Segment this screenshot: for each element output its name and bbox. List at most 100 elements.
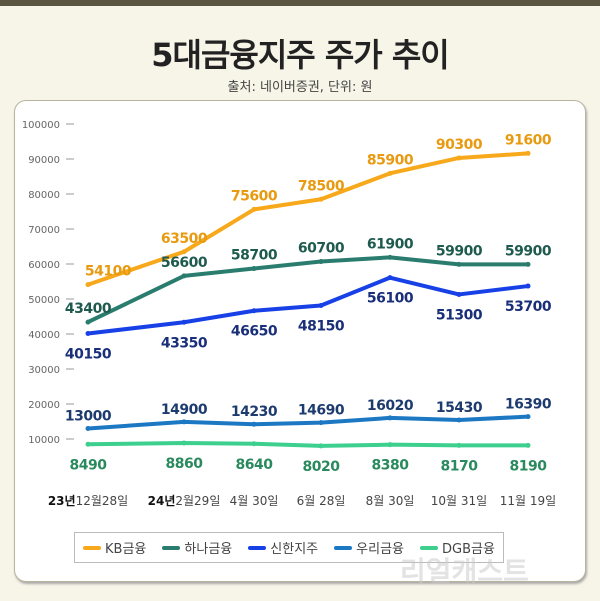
data-label: 43350 [161, 335, 208, 351]
data-label: 56100 [367, 291, 414, 307]
data-point [525, 414, 531, 420]
page-title: 5대금융지주 주가 추이 [151, 36, 450, 74]
data-label: 46650 [231, 324, 278, 340]
data-label: 78500 [298, 178, 345, 194]
data-point [456, 442, 462, 448]
y-tick-label: 70000 [28, 225, 60, 236]
data-point [85, 441, 91, 447]
legend-label: 하나금융 [184, 542, 233, 557]
data-label: 56600 [161, 255, 208, 271]
x-tick-label: 10월 31일 [431, 494, 487, 508]
data-point [85, 282, 91, 288]
data-label: 59900 [436, 243, 483, 259]
data-label: 59900 [505, 243, 552, 259]
data-point [318, 420, 324, 426]
data-label: 43400 [65, 301, 112, 317]
data-label: 61900 [367, 236, 414, 252]
data-point [387, 275, 393, 281]
data-label: 60700 [298, 241, 345, 257]
data-point [456, 261, 462, 267]
data-point [525, 283, 531, 289]
legend-item: DGB금융 [420, 538, 495, 557]
y-tick-label: 40000 [28, 330, 60, 341]
data-label: 14900 [161, 402, 208, 418]
y-tick-label: 20000 [28, 400, 60, 411]
data-label: 48150 [298, 318, 345, 334]
data-point [456, 291, 462, 297]
subtitle: 출처: 네이버증권, 단위: 원 [227, 80, 373, 95]
legend-label: 신한지주 [270, 542, 319, 557]
data-point [387, 254, 393, 260]
legend: KB금융 하나금융 신한지주 우리금융 DGB금융 [74, 532, 504, 563]
data-label: 8190 [510, 458, 548, 474]
data-point [318, 259, 324, 265]
data-label: 40150 [65, 346, 112, 362]
data-label: 16390 [505, 397, 552, 413]
data-label: 13000 [65, 409, 112, 425]
data-point [181, 419, 187, 425]
legend-item: 하나금융 [162, 538, 232, 557]
y-tick-label: 10000 [28, 435, 60, 446]
data-point [181, 319, 187, 325]
data-point [387, 415, 393, 421]
x-tick-label: 24년2월29일 [148, 494, 221, 508]
data-point [456, 417, 462, 423]
watermark: 리얼캐스트 [400, 555, 529, 588]
data-label: 85900 [367, 152, 414, 168]
legend-swatch [420, 545, 439, 550]
y-tick-label: 30000 [28, 365, 60, 376]
data-label: 75600 [231, 188, 278, 204]
data-label: 14690 [298, 403, 345, 419]
data-label: 8170 [441, 458, 479, 474]
data-point [181, 273, 187, 279]
legend-item: KB금융 [83, 538, 146, 557]
data-point [181, 249, 187, 255]
top-bar [0, 0, 600, 6]
data-label: 90300 [436, 137, 483, 153]
y-tick-label: 80000 [28, 190, 60, 201]
series-line-4 [86, 440, 530, 448]
x-tick-label: 4월 30일 [230, 494, 279, 508]
legend-swatch [248, 545, 267, 550]
y-tick-label: 50000 [28, 295, 60, 306]
x-tick-label: 6월 28일 [297, 494, 346, 508]
data-label: 51300 [436, 307, 483, 323]
data-point [85, 426, 91, 431]
data-label: 8020 [303, 459, 341, 475]
y-tick-label: 100000 [22, 120, 60, 131]
data-point [387, 442, 393, 448]
data-point [251, 266, 257, 272]
legend-swatch [334, 545, 353, 550]
data-label: 15430 [436, 400, 483, 416]
data-point [525, 442, 531, 448]
data-point [251, 206, 257, 212]
data-point [85, 319, 91, 325]
data-point [251, 441, 257, 447]
chart-card [14, 100, 586, 582]
data-point [85, 330, 91, 336]
data-label: 14230 [231, 404, 278, 420]
legend-swatch [83, 545, 102, 550]
y-tick-label: 90000 [28, 155, 60, 166]
data-point [318, 196, 324, 202]
data-label: 54100 [85, 264, 132, 280]
x-tick-label: 11월 19일 [500, 494, 556, 508]
data-point [525, 150, 531, 156]
data-point [525, 261, 531, 267]
data-point [456, 155, 462, 161]
data-label: 8860 [166, 456, 204, 472]
data-point [318, 443, 324, 449]
x-tick-label: 23년12월28일 [48, 494, 128, 508]
data-label: 58700 [231, 248, 278, 264]
legend-swatch [162, 545, 181, 550]
data-point [251, 421, 257, 427]
y-tick-label: 60000 [28, 260, 60, 271]
data-label: 63500 [161, 231, 208, 247]
data-point [181, 440, 187, 446]
data-point [318, 302, 324, 308]
data-label: 8640 [236, 457, 274, 473]
x-tick-label: 8월 30일 [366, 494, 415, 508]
legend-label: KB금융 [105, 542, 147, 557]
data-label: 8380 [372, 458, 410, 474]
